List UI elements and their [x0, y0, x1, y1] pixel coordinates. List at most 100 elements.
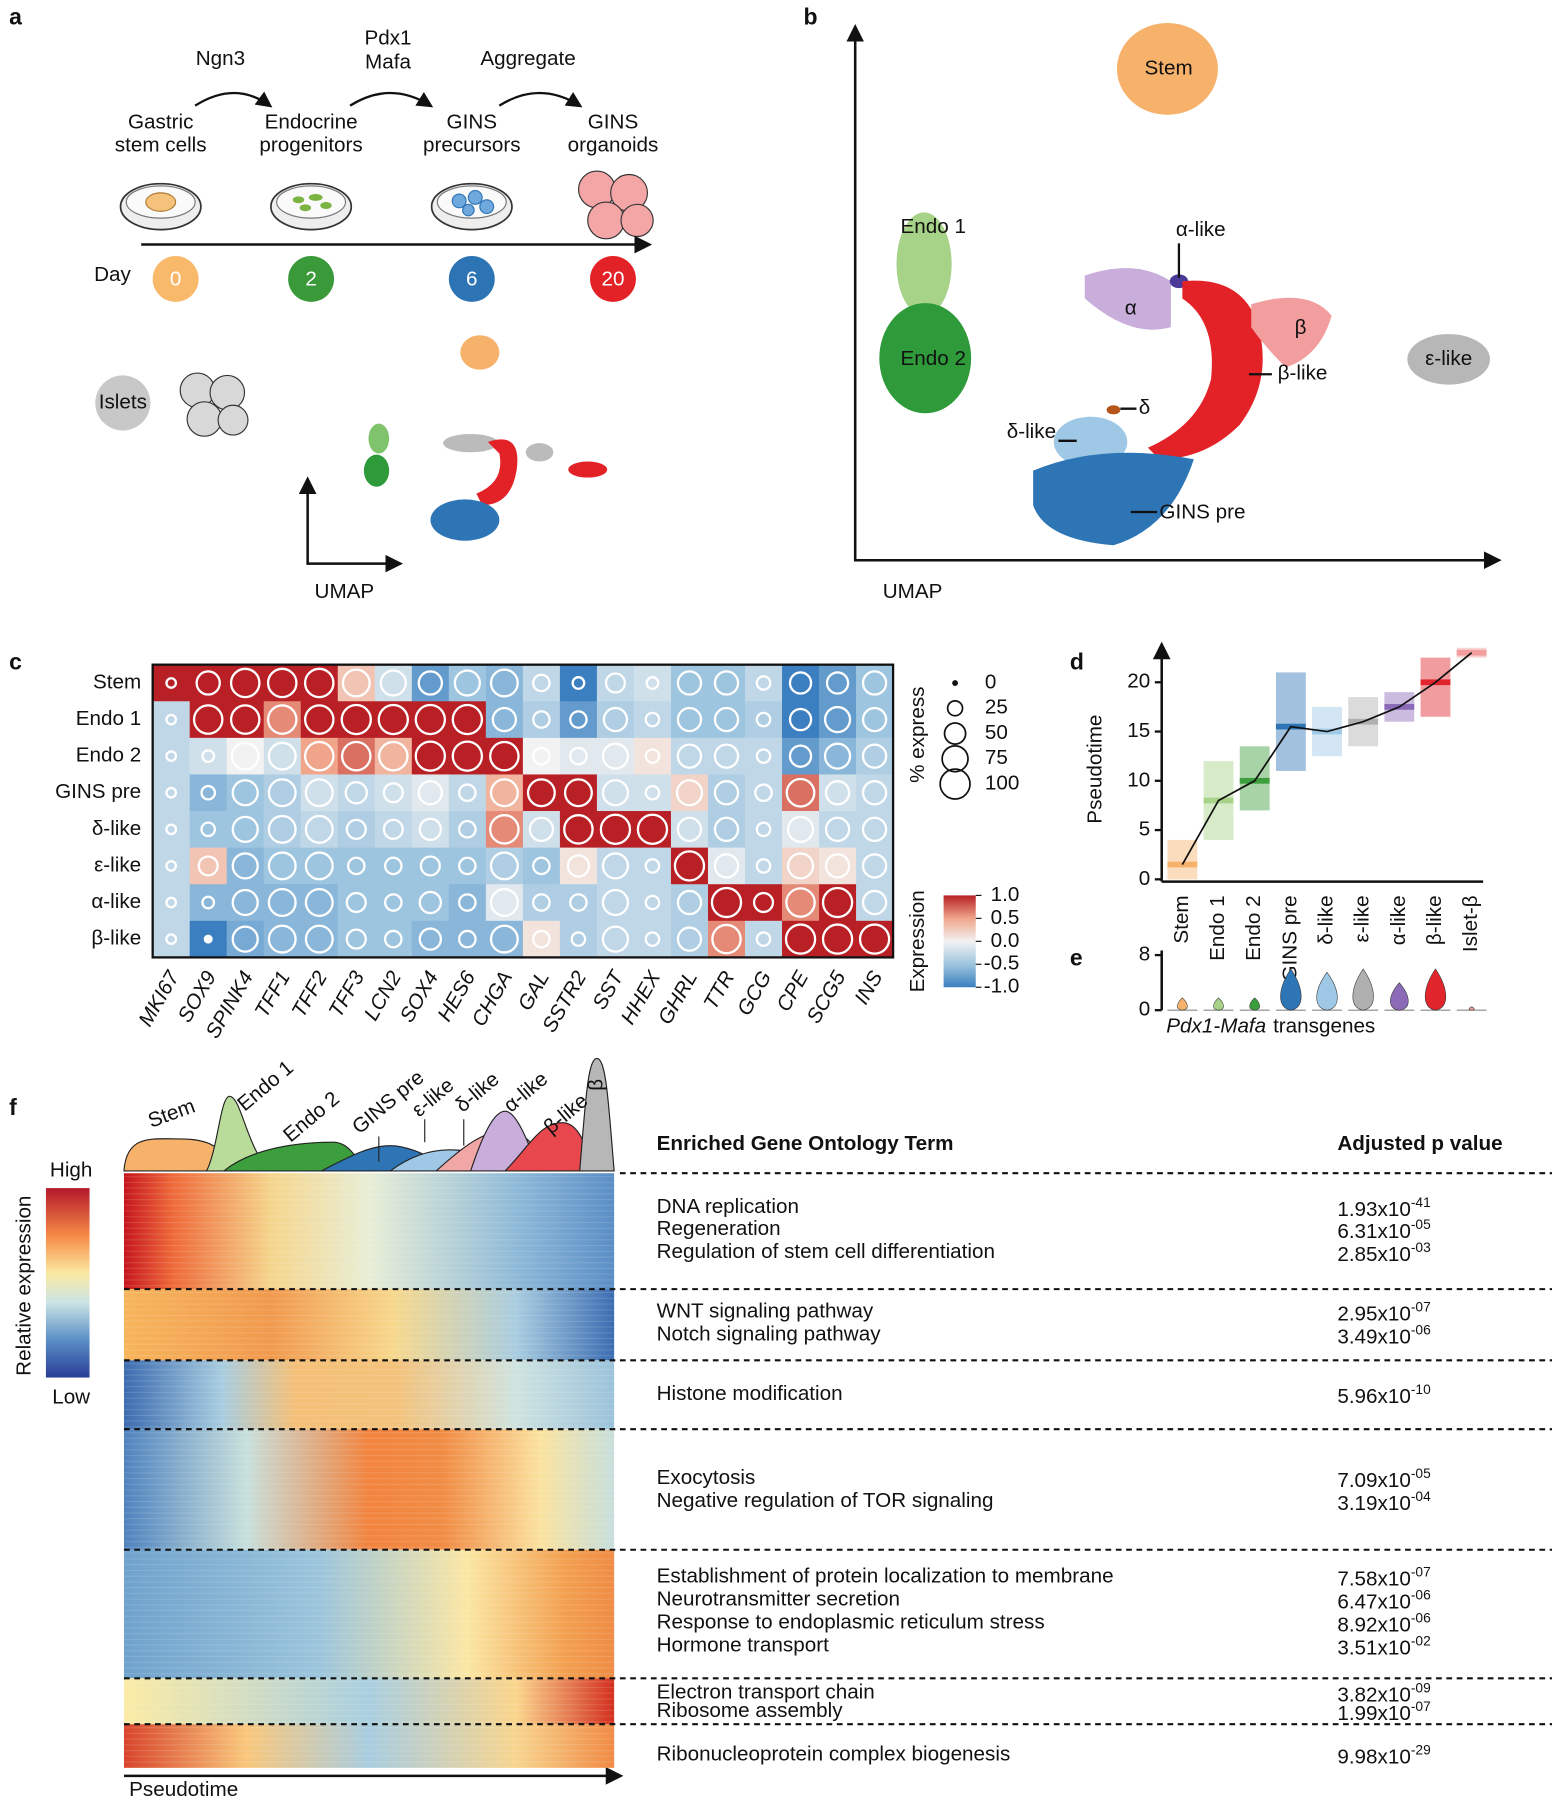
dot — [861, 816, 888, 843]
cell — [819, 664, 857, 702]
p-value-base: 1.99x10 — [1337, 1702, 1411, 1725]
dot — [675, 779, 704, 807]
day-circle — [288, 256, 335, 302]
cell — [152, 884, 191, 922]
panel-b: UMAP Stem Endo 1 Endo 2 α-like α β β-lik… — [846, 22, 1502, 603]
cell — [485, 701, 524, 739]
colorbar-title: Expression — [906, 890, 929, 992]
dot — [304, 888, 334, 918]
dot — [458, 929, 477, 949]
cell — [707, 664, 746, 702]
dot — [644, 784, 661, 801]
density-label: Endo 2 — [279, 1087, 344, 1147]
cell — [226, 701, 265, 739]
dot — [229, 667, 261, 699]
dot — [755, 931, 772, 947]
dot — [458, 893, 477, 912]
panel-label: f — [9, 1094, 17, 1120]
p-value-exponent: -02 — [1411, 1633, 1431, 1648]
category-label: α-like — [1387, 895, 1410, 945]
column-label: SOX4 — [396, 967, 443, 1026]
y-tick-label: 10 — [1127, 768, 1150, 791]
p-value: 3.82x10-09 — [1337, 1680, 1430, 1707]
size-key — [939, 768, 971, 800]
cell — [337, 701, 376, 739]
p-value: 3.51x10-02 — [1337, 1633, 1430, 1660]
dot — [676, 743, 703, 769]
dot — [200, 821, 217, 838]
dot — [785, 887, 816, 918]
dot — [491, 706, 518, 733]
cell — [448, 847, 487, 885]
stage: Gastric — [128, 110, 193, 133]
cluster-label: Stem — [1144, 56, 1192, 79]
dot — [345, 818, 367, 840]
p-value-base: 7.09x10 — [1337, 1469, 1411, 1492]
stage: GINS — [447, 110, 498, 133]
cell — [707, 737, 746, 775]
dot — [571, 676, 586, 690]
cell — [707, 774, 746, 812]
category-label: Stem — [1170, 895, 1193, 943]
violin — [1249, 997, 1260, 1011]
dot — [451, 740, 484, 772]
p-value: 3.19x10-04 — [1337, 1489, 1431, 1516]
dot — [231, 852, 259, 880]
arrow — [498, 91, 583, 108]
dot — [823, 705, 852, 734]
dot — [786, 815, 815, 843]
p-value-exponent: -10 — [1411, 1382, 1431, 1397]
p-value: 6.47x10-06 — [1337, 1587, 1431, 1614]
stage: organoids — [568, 133, 659, 156]
dot — [636, 813, 669, 846]
dot — [676, 926, 703, 952]
cell — [559, 664, 598, 702]
p-value-base: 3.51x10 — [1337, 1637, 1411, 1660]
cell — [670, 737, 709, 775]
dot — [824, 853, 851, 879]
cell — [337, 737, 376, 775]
violin — [1280, 968, 1302, 1011]
cell — [374, 737, 413, 775]
cell — [559, 701, 598, 739]
dot — [165, 677, 178, 689]
dot — [200, 784, 217, 801]
cluster-label: δ — [1139, 396, 1151, 419]
cell — [633, 774, 672, 812]
day-circle — [590, 256, 636, 302]
cluster-label: δ-like — [1007, 420, 1056, 443]
cell — [856, 737, 894, 775]
cell — [263, 664, 302, 702]
cell — [670, 847, 709, 885]
colorbar-tick-label: 1.0 — [991, 883, 1020, 906]
cell — [374, 920, 413, 958]
dot — [340, 740, 372, 772]
dot — [713, 780, 740, 806]
column-label: MKI67 — [134, 966, 185, 1031]
cell — [152, 774, 191, 812]
go-term: Electron transport chain — [657, 1681, 875, 1704]
dot — [489, 924, 519, 954]
cell — [745, 737, 783, 775]
arrow-label: Ngn3 — [196, 47, 245, 70]
cell — [559, 737, 598, 775]
dot — [489, 888, 519, 918]
dot — [752, 891, 775, 914]
p-value-base: 6.47x10 — [1337, 1591, 1411, 1614]
dot — [377, 703, 410, 736]
dot — [266, 667, 298, 699]
dot — [861, 743, 888, 769]
cell — [856, 847, 894, 885]
dot — [382, 782, 404, 804]
heatmap-block — [123, 1289, 615, 1361]
header: Enriched Gene Ontology Term — [657, 1132, 954, 1155]
cell — [856, 701, 894, 739]
dot — [532, 673, 551, 693]
dot — [489, 740, 520, 772]
cell — [374, 884, 413, 922]
panel-label: c — [9, 649, 22, 675]
cell — [374, 847, 413, 885]
dot — [713, 853, 740, 879]
dot — [821, 886, 854, 919]
